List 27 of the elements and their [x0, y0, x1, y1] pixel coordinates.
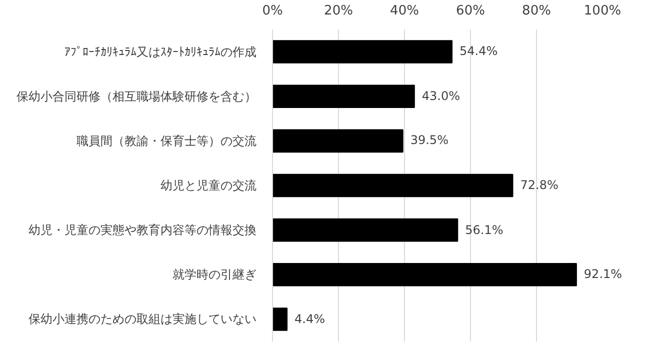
bar — [272, 174, 514, 198]
x-tick-label: 100% — [584, 4, 622, 18]
data-label: 56.1% — [465, 222, 504, 237]
bar — [272, 263, 577, 286]
data-label: 39.5% — [410, 133, 448, 148]
y-tick-label: 幼児と児童の交流 — [160, 178, 256, 192]
y-tick-label: 保幼小合同研修（相互職場体験研修を含む） — [16, 89, 256, 104]
data-label: 92.1% — [584, 267, 622, 282]
bar — [272, 218, 458, 242]
x-tick-label: 80% — [522, 4, 551, 18]
y-tick-label: 幼児・児童の実態や教育内容等の情報交換 — [28, 223, 256, 238]
x-tick-label: 60% — [456, 4, 485, 18]
y-tick-label: 就学時の引継ぎ — [172, 268, 256, 282]
y-tick-label: 職員間（教諭・保育士等）の交流 — [76, 134, 256, 148]
y-tick-label: 保幼小連携のための取組は実施していない — [28, 312, 256, 326]
x-tick-label: 0% — [262, 4, 283, 18]
bar — [272, 40, 453, 64]
data-label: 4.4% — [294, 312, 326, 326]
data-label: 43.0% — [422, 88, 460, 103]
bar — [272, 308, 288, 331]
x-tick-label: 20% — [324, 4, 353, 18]
y-tick-label: ｱﾌﾟﾛｰﾁｶﾘｷｭﾗﾑ又はｽﾀｰﾄｶﾘｷｭﾗﾑの作成 — [64, 44, 256, 59]
data-label: 72.8% — [520, 178, 558, 192]
bar — [272, 129, 404, 153]
bar — [272, 84, 415, 108]
data-label: 54.4% — [460, 44, 498, 58]
x-tick-label: 40% — [390, 4, 419, 18]
